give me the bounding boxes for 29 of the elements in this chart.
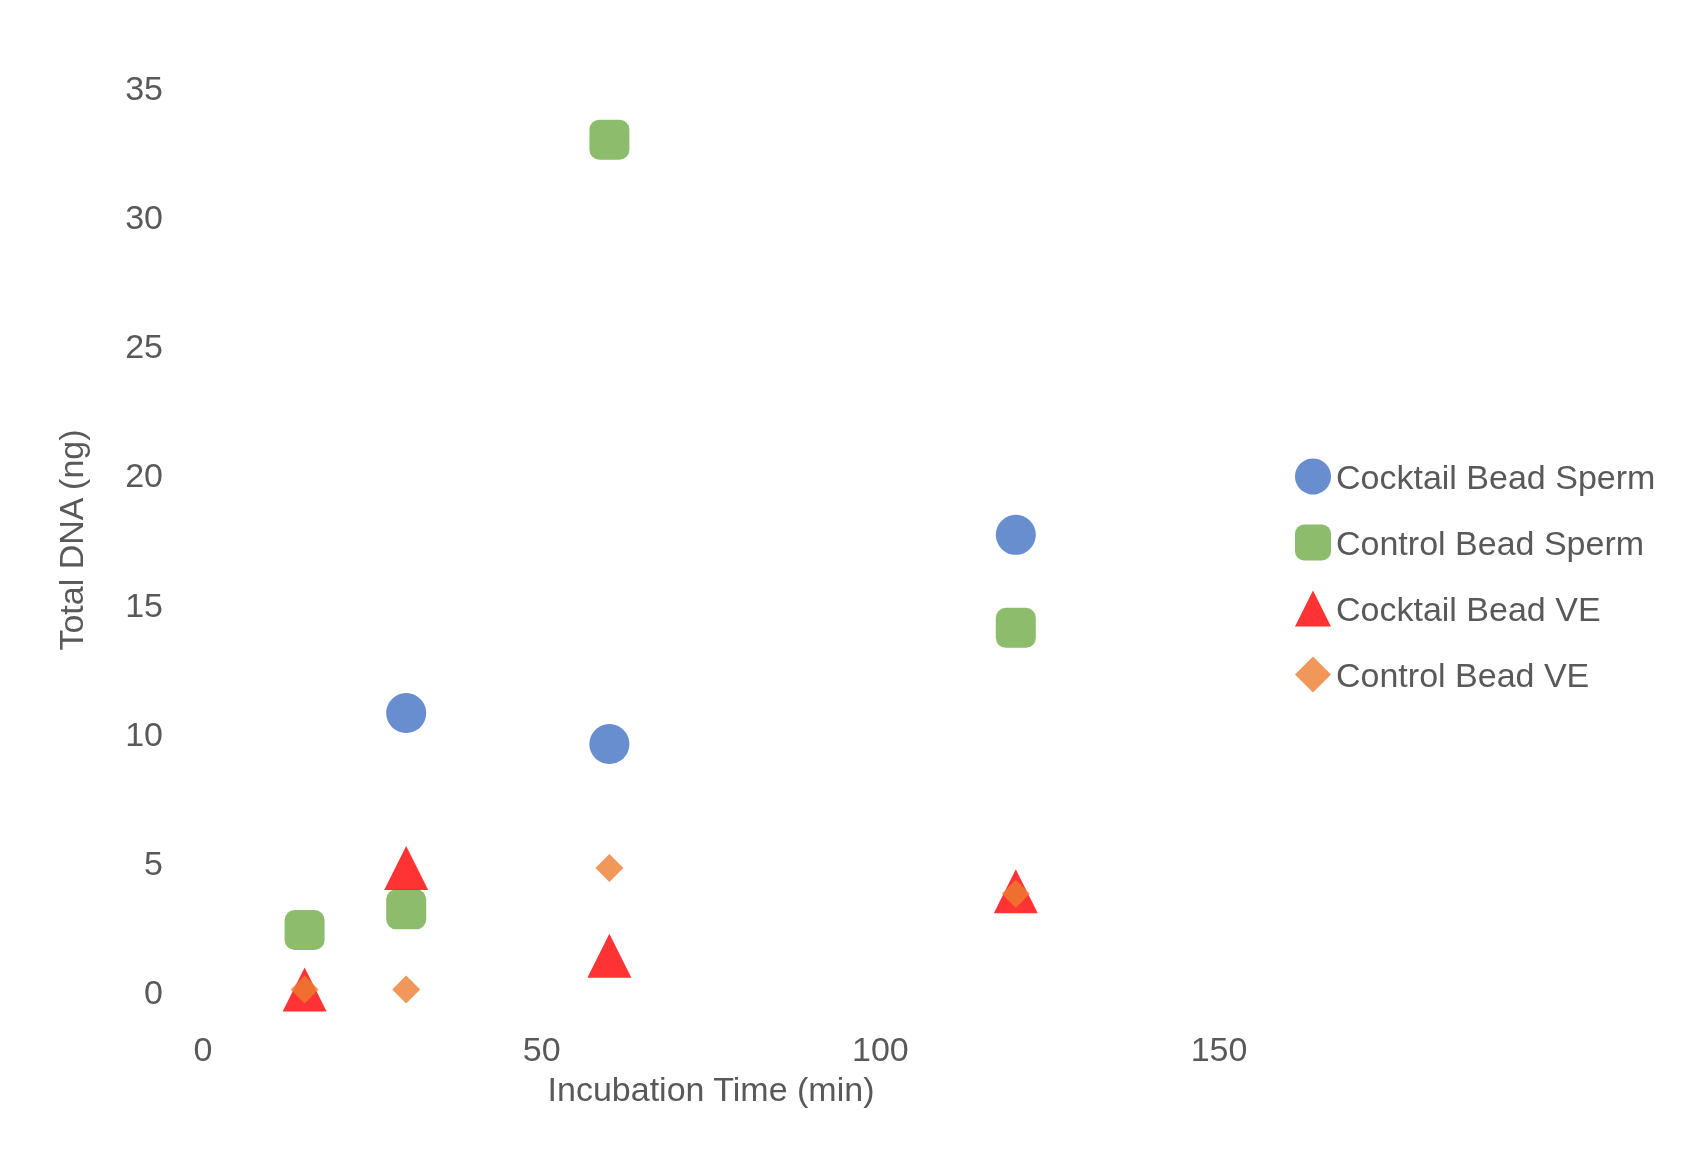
x-axis-title: Incubation Time (min) bbox=[547, 1070, 875, 1108]
y-tick-label: 20 bbox=[125, 456, 163, 495]
y-tick-label: 0 bbox=[144, 973, 163, 1011]
legend-label: Control Bead Sperm bbox=[1336, 523, 1645, 562]
point bbox=[386, 889, 427, 930]
point bbox=[589, 724, 630, 765]
x-tick-label: 150 bbox=[1190, 1030, 1248, 1068]
x-tick-label: 50 bbox=[522, 1030, 561, 1068]
y-axis-title: Total DNA (ng) bbox=[52, 429, 90, 651]
point bbox=[384, 846, 429, 891]
point bbox=[595, 854, 624, 883]
point bbox=[995, 514, 1036, 555]
point bbox=[995, 607, 1036, 648]
y-tick-label: 10 bbox=[125, 714, 163, 753]
y-tick-label: 25 bbox=[125, 327, 163, 366]
legend-label: Cocktail Bead VE bbox=[1336, 589, 1601, 628]
legend-label: Cocktail Bead Sperm bbox=[1336, 457, 1656, 496]
x-tick-label: 0 bbox=[193, 1030, 213, 1068]
point bbox=[284, 910, 325, 951]
y-tick-label: 30 bbox=[125, 198, 163, 237]
legend-label: Control Bead VE bbox=[1336, 655, 1590, 694]
y-tick-label: 35 bbox=[125, 69, 163, 107]
y-tick-label: 15 bbox=[125, 585, 163, 624]
point bbox=[386, 693, 427, 734]
point bbox=[587, 933, 632, 978]
y-tick-label: 5 bbox=[144, 843, 163, 882]
point bbox=[392, 975, 421, 1004]
point bbox=[589, 119, 630, 160]
x-tick-label: 100 bbox=[851, 1030, 909, 1068]
